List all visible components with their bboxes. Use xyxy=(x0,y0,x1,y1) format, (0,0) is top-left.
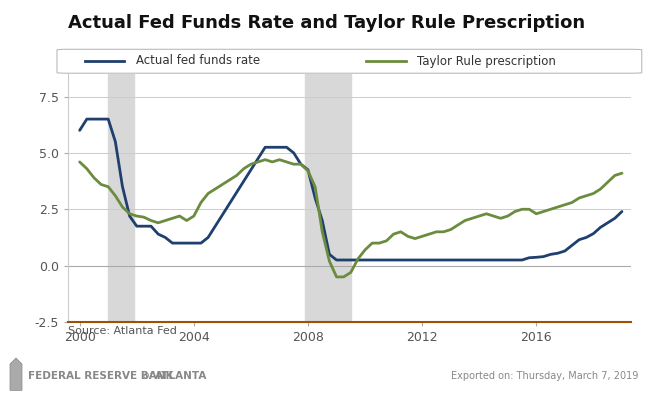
Text: ATLANTA: ATLANTA xyxy=(155,371,207,381)
Bar xyxy=(305,74,351,322)
Text: Exported on: Thursday, March 7, 2019: Exported on: Thursday, March 7, 2019 xyxy=(450,371,638,381)
Text: Source: Atlanta Fed: Source: Atlanta Fed xyxy=(68,326,177,336)
Text: Actual Fed Funds Rate and Taylor Rule Prescription: Actual Fed Funds Rate and Taylor Rule Pr… xyxy=(68,14,586,32)
Text: Taylor Rule prescription: Taylor Rule prescription xyxy=(417,54,556,68)
Text: Actual fed funds rate: Actual fed funds rate xyxy=(136,54,260,68)
Bar xyxy=(108,74,134,322)
Text: FEDERAL RESERVE BANK: FEDERAL RESERVE BANK xyxy=(28,371,177,381)
Text: of: of xyxy=(143,371,156,381)
FancyBboxPatch shape xyxy=(57,49,642,73)
Polygon shape xyxy=(10,358,22,390)
